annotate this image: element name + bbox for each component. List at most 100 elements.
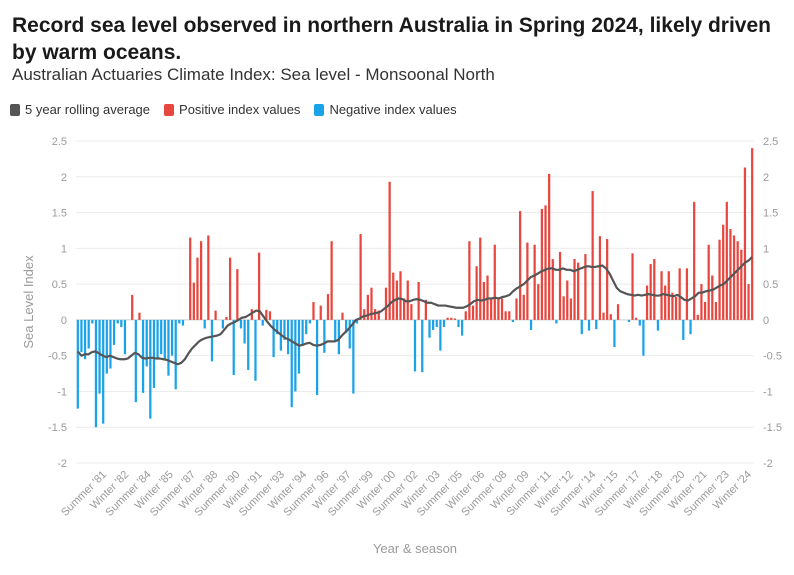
bar[interactable]: [740, 249, 743, 320]
bar[interactable]: [645, 285, 649, 320]
bar[interactable]: [377, 310, 380, 320]
bar[interactable]: [703, 302, 707, 320]
bar[interactable]: [149, 319, 152, 419]
bar[interactable]: [254, 319, 257, 381]
bar[interactable]: [493, 244, 496, 320]
bar[interactable]: [152, 319, 156, 388]
bar[interactable]: [417, 281, 420, 320]
bar[interactable]: [363, 309, 366, 320]
bar[interactable]: [533, 244, 536, 320]
bar[interactable]: [573, 259, 576, 320]
bar[interactable]: [732, 235, 736, 320]
bar[interactable]: [446, 317, 449, 320]
bar[interactable]: [384, 287, 388, 320]
bar[interactable]: [718, 239, 721, 320]
bar[interactable]: [315, 319, 319, 396]
bar[interactable]: [312, 302, 315, 320]
bar[interactable]: [265, 309, 268, 320]
bar[interactable]: [392, 272, 395, 320]
bar[interactable]: [355, 319, 359, 324]
bar[interactable]: [500, 298, 504, 320]
bar[interactable]: [613, 319, 616, 348]
bar[interactable]: [591, 191, 594, 320]
bar[interactable]: [192, 282, 195, 320]
bar[interactable]: [83, 319, 87, 360]
bar[interactable]: [584, 254, 587, 320]
bar[interactable]: [225, 317, 228, 320]
bar[interactable]: [577, 262, 580, 320]
bar[interactable]: [432, 319, 435, 330]
bar[interactable]: [247, 319, 250, 370]
legend-item-rolling-average[interactable]: 5 year rolling average: [10, 102, 150, 117]
bar[interactable]: [656, 319, 660, 331]
bar[interactable]: [678, 268, 681, 320]
bar[interactable]: [167, 319, 170, 376]
bar[interactable]: [471, 305, 475, 320]
bar[interactable]: [352, 319, 355, 394]
bar[interactable]: [696, 314, 699, 320]
bar[interactable]: [337, 319, 340, 355]
bar[interactable]: [286, 319, 290, 355]
bar[interactable]: [540, 208, 544, 320]
bar[interactable]: [587, 319, 591, 331]
bar[interactable]: [631, 253, 634, 320]
bar[interactable]: [301, 319, 304, 345]
bar[interactable]: [123, 319, 127, 355]
legend-item-positive[interactable]: Positive index values: [164, 102, 300, 117]
bar[interactable]: [606, 239, 609, 320]
bar[interactable]: [743, 167, 747, 320]
bar[interactable]: [522, 294, 525, 320]
bar[interactable]: [174, 319, 177, 390]
bar[interactable]: [464, 311, 467, 320]
bar[interactable]: [714, 302, 718, 320]
bar[interactable]: [373, 309, 377, 320]
bar[interactable]: [178, 319, 181, 324]
bar[interactable]: [141, 319, 145, 393]
bar[interactable]: [439, 319, 442, 351]
bar[interactable]: [105, 319, 108, 374]
bar[interactable]: [598, 236, 602, 320]
bar[interactable]: [308, 319, 311, 324]
bar[interactable]: [511, 319, 515, 323]
bar[interactable]: [189, 237, 192, 320]
bar[interactable]: [736, 241, 739, 320]
bar[interactable]: [450, 317, 453, 320]
bar[interactable]: [537, 284, 540, 320]
bar[interactable]: [424, 299, 427, 320]
bar[interactable]: [243, 319, 246, 344]
bar[interactable]: [276, 319, 279, 335]
bar[interactable]: [729, 229, 732, 320]
bar[interactable]: [410, 304, 413, 320]
bar[interactable]: [134, 319, 137, 403]
bar[interactable]: [102, 319, 105, 424]
bar[interactable]: [693, 201, 696, 320]
bar[interactable]: [664, 285, 667, 320]
bar[interactable]: [283, 319, 286, 340]
bar[interactable]: [700, 284, 703, 320]
bar[interactable]: [116, 319, 119, 324]
bar[interactable]: [120, 319, 123, 328]
bar[interactable]: [388, 181, 391, 320]
bar[interactable]: [228, 257, 232, 320]
bar[interactable]: [638, 319, 641, 326]
bar[interactable]: [566, 280, 569, 320]
bar[interactable]: [497, 297, 500, 320]
bar[interactable]: [649, 264, 652, 320]
bar[interactable]: [261, 319, 264, 326]
bar[interactable]: [653, 259, 656, 320]
rolling-average-line[interactable]: [76, 256, 753, 366]
bar[interactable]: [468, 241, 471, 320]
bar[interactable]: [319, 305, 322, 320]
bar[interactable]: [722, 224, 725, 320]
bar[interactable]: [131, 294, 134, 320]
bar[interactable]: [627, 319, 631, 323]
bar[interactable]: [138, 312, 141, 320]
bar[interactable]: [548, 173, 551, 320]
bar[interactable]: [76, 319, 79, 409]
bar[interactable]: [359, 234, 362, 320]
bar[interactable]: [366, 294, 369, 320]
bar[interactable]: [109, 319, 112, 369]
bar[interactable]: [98, 319, 101, 394]
bar[interactable]: [595, 319, 598, 330]
bar[interactable]: [214, 310, 217, 320]
